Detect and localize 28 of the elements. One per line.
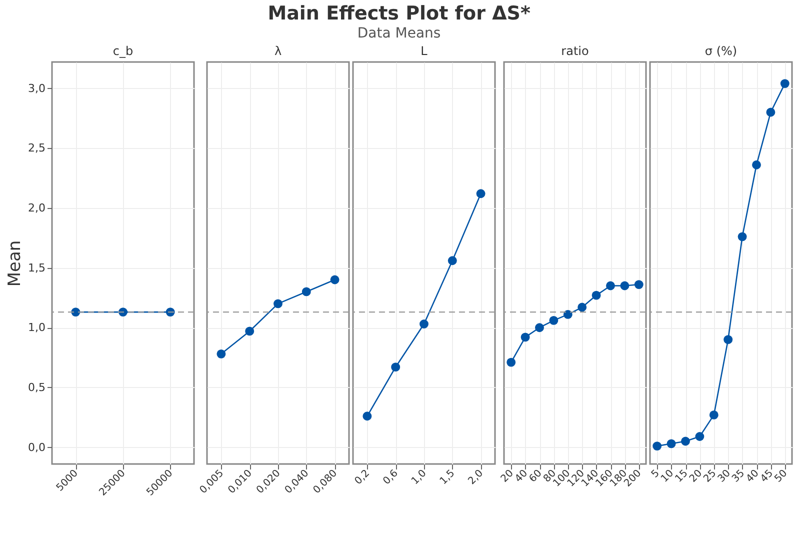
x-tick-label: 0,2 [352, 468, 372, 487]
x-tick-label: 20 [499, 468, 516, 485]
x-axis-title: λ [274, 44, 282, 58]
y-tick-label: 3,0 [28, 82, 46, 95]
chart-subtitle: Data Means [357, 25, 441, 42]
x-tick-label: 2,0 [466, 468, 486, 487]
x-tick-label: 45 [758, 468, 776, 485]
x-tick-label: 0,6 [381, 468, 400, 487]
y-tick-label: 1,0 [28, 321, 46, 334]
x-tick-label: 20 [688, 468, 704, 485]
x-axis-title: L [420, 44, 428, 58]
y-tick-label: 2,5 [28, 142, 46, 155]
y-tick-label: 0,0 [28, 440, 46, 454]
x-axis-title: σ (%) [704, 44, 738, 58]
y-tick-label: 2,0 [28, 201, 46, 214]
x-tick-label: 5 [650, 468, 662, 480]
x-tick-label: 1,0 [410, 468, 429, 487]
x-tick-label: 25 [702, 468, 719, 485]
x-axis-title: ratio [561, 44, 589, 58]
chart-title: Main Effects Plot for ΔS* [268, 2, 530, 24]
y-tick-label: 1,5 [28, 261, 46, 274]
x-tick-label: 1,5 [438, 468, 458, 487]
y-axis-title: Mean [5, 240, 26, 287]
x-tick-label: 200 [622, 468, 644, 490]
x-tick-label: 50 [772, 468, 790, 485]
y-tick-label: 0,5 [28, 380, 46, 394]
x-axis-title: c_b [112, 44, 134, 58]
x-tick-label: 30 [716, 468, 733, 485]
